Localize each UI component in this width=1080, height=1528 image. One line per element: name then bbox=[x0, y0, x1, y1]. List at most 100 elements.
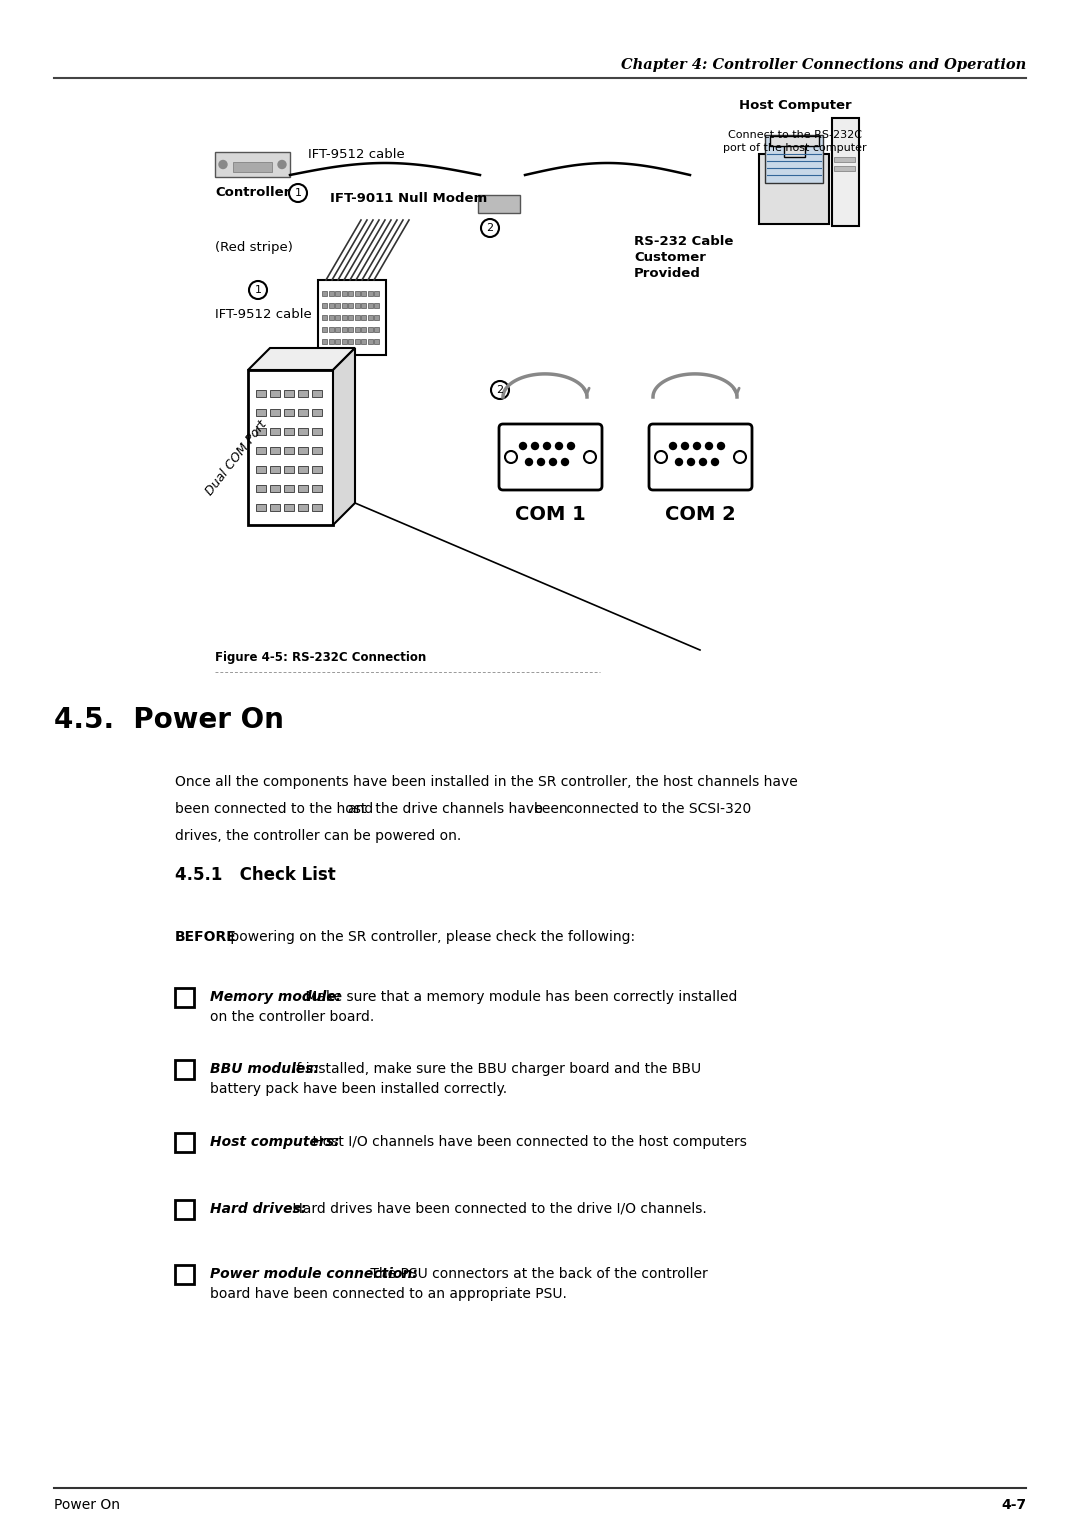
Bar bbox=[175, 1132, 194, 1152]
Text: 1: 1 bbox=[295, 188, 301, 199]
Bar bbox=[348, 303, 353, 309]
Bar bbox=[341, 315, 347, 319]
Text: 2: 2 bbox=[486, 223, 494, 232]
Bar bbox=[256, 466, 266, 474]
Bar bbox=[354, 290, 360, 296]
Bar bbox=[361, 327, 366, 332]
Bar bbox=[270, 484, 280, 492]
Text: Once all the components have been installed in the SR controller, the host chann: Once all the components have been instal… bbox=[175, 775, 798, 788]
Polygon shape bbox=[333, 348, 355, 526]
Bar bbox=[335, 303, 340, 309]
Bar bbox=[256, 504, 266, 510]
Bar bbox=[284, 410, 294, 416]
Circle shape bbox=[717, 443, 725, 449]
Text: connected to the SCSI-320: connected to the SCSI-320 bbox=[562, 802, 752, 816]
Bar bbox=[834, 165, 855, 171]
Bar bbox=[298, 448, 308, 454]
Bar bbox=[270, 504, 280, 510]
Bar bbox=[322, 339, 327, 344]
Bar bbox=[270, 390, 280, 397]
Bar bbox=[361, 290, 366, 296]
Bar bbox=[312, 428, 322, 435]
Text: powering on the SR controller, please check the following:: powering on the SR controller, please ch… bbox=[226, 931, 635, 944]
FancyBboxPatch shape bbox=[649, 423, 752, 490]
Circle shape bbox=[550, 458, 556, 466]
Text: IFT-9011 Null Modem: IFT-9011 Null Modem bbox=[330, 191, 487, 205]
Bar bbox=[348, 315, 353, 319]
Bar bbox=[298, 390, 308, 397]
Bar bbox=[335, 339, 340, 344]
Bar bbox=[312, 466, 322, 474]
Text: 2: 2 bbox=[497, 385, 503, 396]
Bar bbox=[361, 339, 366, 344]
Bar bbox=[769, 136, 819, 147]
Text: Memory module:: Memory module: bbox=[210, 990, 341, 1004]
Bar bbox=[354, 339, 360, 344]
Bar bbox=[312, 484, 322, 492]
Text: 1: 1 bbox=[255, 286, 261, 295]
Text: Figure 4-5: RS-232C Connection: Figure 4-5: RS-232C Connection bbox=[215, 651, 427, 665]
Bar bbox=[322, 303, 327, 309]
Text: If installed, make sure the BBU charger board and the BBU: If installed, make sure the BBU charger … bbox=[288, 1062, 701, 1076]
Circle shape bbox=[526, 458, 532, 466]
Bar bbox=[256, 390, 266, 397]
Text: board have been connected to an appropriate PSU.: board have been connected to an appropri… bbox=[210, 1287, 567, 1300]
Bar bbox=[374, 303, 379, 309]
Text: IFT-9512 cable: IFT-9512 cable bbox=[215, 309, 312, 321]
Circle shape bbox=[538, 458, 544, 466]
FancyBboxPatch shape bbox=[499, 423, 602, 490]
Bar bbox=[298, 504, 308, 510]
Bar bbox=[233, 162, 272, 173]
Bar bbox=[322, 315, 327, 319]
FancyBboxPatch shape bbox=[759, 154, 829, 225]
Bar bbox=[322, 290, 327, 296]
Bar bbox=[284, 466, 294, 474]
Circle shape bbox=[278, 160, 286, 168]
Bar bbox=[312, 390, 322, 397]
Bar bbox=[298, 484, 308, 492]
Bar bbox=[318, 280, 386, 354]
Bar bbox=[341, 327, 347, 332]
Bar bbox=[215, 151, 291, 177]
Bar bbox=[478, 196, 519, 212]
Text: BBU modules:: BBU modules: bbox=[210, 1062, 319, 1076]
Text: (Red stripe): (Red stripe) bbox=[215, 241, 293, 255]
Bar bbox=[765, 134, 823, 183]
Circle shape bbox=[555, 443, 563, 449]
Text: The PSU connectors at the back of the controller: The PSU connectors at the back of the co… bbox=[366, 1267, 707, 1280]
Bar bbox=[348, 290, 353, 296]
Bar bbox=[284, 448, 294, 454]
Circle shape bbox=[688, 458, 694, 466]
Text: on the controller board.: on the controller board. bbox=[210, 1010, 375, 1024]
Bar bbox=[256, 410, 266, 416]
Bar bbox=[348, 327, 353, 332]
Text: battery pack have been installed correctly.: battery pack have been installed correct… bbox=[210, 1082, 508, 1096]
Circle shape bbox=[567, 443, 575, 449]
Bar bbox=[328, 315, 334, 319]
Bar bbox=[256, 484, 266, 492]
Bar bbox=[328, 339, 334, 344]
Bar bbox=[335, 315, 340, 319]
Bar bbox=[348, 339, 353, 344]
Bar bbox=[341, 290, 347, 296]
Text: and: and bbox=[347, 802, 374, 816]
Bar bbox=[175, 1060, 194, 1079]
Circle shape bbox=[675, 458, 683, 466]
Text: COM 2: COM 2 bbox=[664, 504, 735, 524]
Bar bbox=[175, 1265, 194, 1284]
Circle shape bbox=[712, 458, 718, 466]
Bar bbox=[834, 157, 855, 162]
Circle shape bbox=[562, 458, 568, 466]
Bar bbox=[270, 448, 280, 454]
Bar bbox=[354, 327, 360, 332]
Bar bbox=[367, 327, 373, 332]
Text: Controller: Controller bbox=[215, 186, 291, 200]
Text: Dual COM Port: Dual COM Port bbox=[203, 417, 269, 498]
Bar bbox=[328, 327, 334, 332]
Polygon shape bbox=[248, 348, 355, 370]
Bar bbox=[298, 466, 308, 474]
Bar bbox=[284, 390, 294, 397]
Bar bbox=[248, 370, 333, 526]
Bar bbox=[175, 989, 194, 1007]
Text: Host I/O channels have been connected to the host computers: Host I/O channels have been connected to… bbox=[308, 1135, 746, 1149]
